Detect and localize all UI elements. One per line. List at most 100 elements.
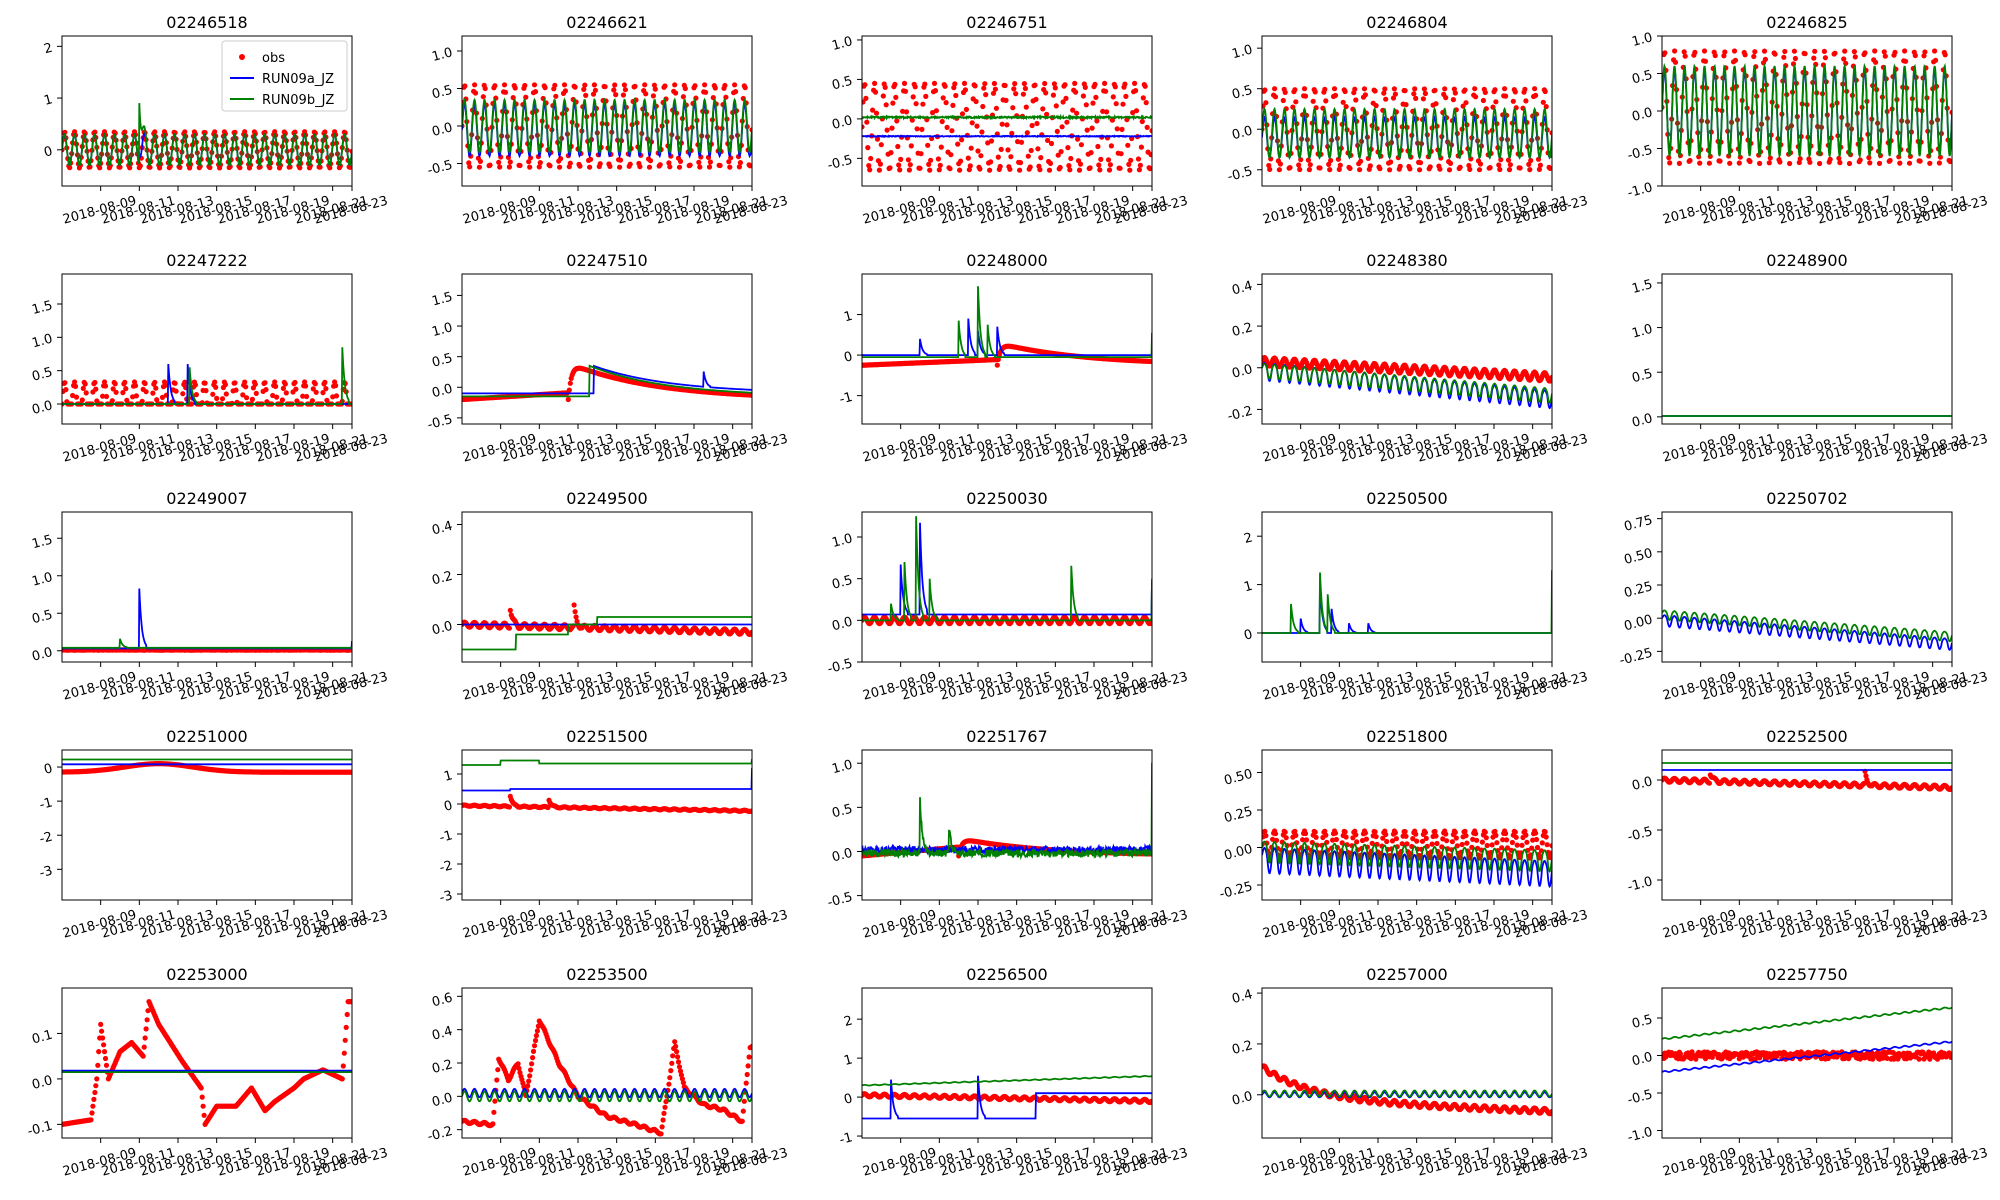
obs-point [582,82,588,88]
obs-point [662,83,668,89]
obs-point [940,95,946,101]
obs-point [1112,84,1118,90]
obs-point [900,108,906,114]
obs-point [1477,161,1484,167]
obs-point [133,393,139,399]
y-tick-label: 0.5 [30,365,54,385]
y-tick-label: -1 [38,795,54,813]
obs-point [127,165,133,171]
run09a-line [1262,584,1552,634]
obs-point [722,82,728,89]
obs-point [1712,52,1718,59]
obs-point [1381,90,1387,96]
obs-point [1452,90,1458,96]
obs-point [1390,95,1397,101]
y-tick-label: 0 [42,144,54,161]
y-tick-label: 1.0 [830,34,854,54]
obs-point [1021,81,1027,87]
obs-point [1109,117,1115,123]
obs-point [1383,96,1389,102]
obs-point [958,158,964,164]
obs-point [1139,118,1145,125]
obs-point [1766,160,1772,166]
obs-point [696,159,702,165]
obs-point [1332,92,1339,98]
obs-point [1549,130,1552,136]
obs-point [571,602,577,608]
obs-point [1052,85,1058,91]
obs-point [667,164,673,170]
y-tick-label: 0.5 [1630,68,1654,88]
obs-point [1135,156,1142,162]
obs-point [1029,122,1035,129]
obs-point [874,136,881,142]
obs-point [583,92,589,98]
axes-frame [61,511,353,663]
obs-point [870,107,876,113]
obs-point [482,85,488,92]
obs-point [1092,81,1098,87]
obs-point [72,379,78,385]
obs-point [1331,86,1338,92]
obs-point [1312,89,1318,95]
subplot-02251000: 02251000-3-2-102018-08-092018-08-112018-… [38,727,390,942]
obs-point [573,614,579,620]
obs-point [878,142,884,148]
obs-point [526,159,532,165]
obs-point [1751,53,1757,60]
axes-frame [1261,35,1553,187]
obs-point [1062,82,1068,88]
obs-point [1119,126,1125,132]
y-tick-label: 2 [1242,530,1254,547]
obs-point [590,91,597,97]
obs-point [1018,139,1025,145]
obs-point [1757,160,1763,166]
obs-point [1533,92,1539,98]
y-tick-label: -1 [838,390,854,408]
obs-point [232,380,238,386]
obs-point [1096,162,1102,168]
obs-point [1722,49,1728,55]
obs-point [154,397,160,403]
y-tick-label: 2 [42,41,54,58]
obs-point [933,108,940,114]
run09a-line [62,588,352,650]
y-tick-label: 0.0 [1630,411,1654,431]
obs-point [120,390,126,396]
obs-point [1108,143,1114,149]
obs-point [1292,87,1298,93]
obs-point [472,90,479,96]
obs-point [994,362,1000,368]
obs-point [1137,162,1143,168]
obs-point [1136,167,1142,173]
obs-point [212,129,218,135]
obs-point [1011,86,1017,92]
obs-point [1502,86,1508,92]
obs-point [703,89,709,95]
subplot-02249500: 022495000.00.20.42018-08-092018-08-11201… [430,489,789,704]
obs-point [1497,166,1503,173]
subplot-02250500: 022505000122018-08-092018-08-112018-08-1… [1242,489,1589,704]
obs-point [1790,61,1797,67]
obs-point [1104,109,1110,115]
obs-point [1340,99,1346,105]
obs-point [959,137,965,143]
obs-point [872,89,879,95]
obs-point [727,164,733,170]
obs-point [972,83,978,89]
obs-point [1932,48,1938,54]
obs-point [1045,137,1051,143]
obs-point [673,90,679,96]
obs-point [143,389,149,395]
obs-point [97,165,103,171]
obs-point [1922,49,1928,55]
obs-point [1498,157,1504,163]
obs-point [501,82,508,88]
obs-point [212,379,218,385]
y-tick-label: -0.25 [1618,646,1654,669]
obs-point [706,164,713,170]
obs-point [863,95,869,101]
obs-point [333,383,339,389]
obs-point [938,144,944,150]
